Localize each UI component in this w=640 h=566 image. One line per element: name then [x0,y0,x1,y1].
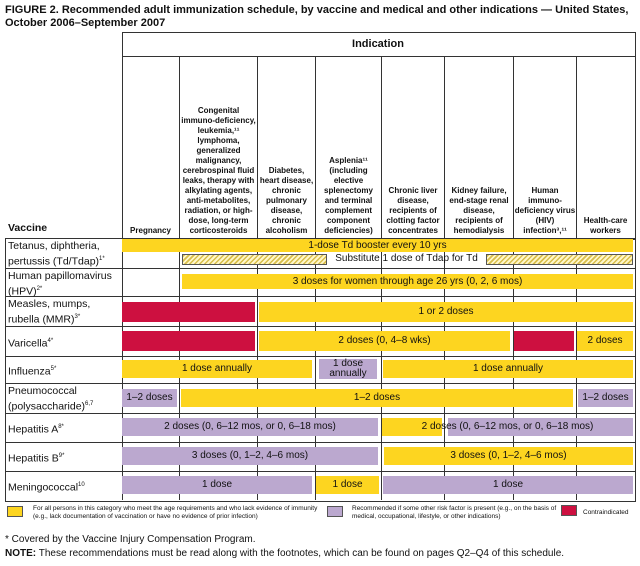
row-label-hepatitis-a: Hepatitis A8* [8,423,64,436]
schedule-table [5,238,636,502]
legend-text-red: Contraindicated [583,509,629,516]
column-header-pregnancy: Pregnancy [130,226,171,235]
column-header-immunodeficiency: Congenital immuno-deficiency, leukemia,¹… [181,106,256,235]
column-header-diabetes: Diabetes, heart disease, chronic pulmona… [259,166,314,235]
tdap-substitute-label: Substitute 1 dose of Tdap for Td [335,253,478,264]
hepatitis-a-bar-risk-2 [448,418,633,436]
meningococcal-bar-risk: 1 dose [122,476,312,494]
column-divider [179,56,180,500]
legend-swatch-yellow [7,506,23,517]
column-header-kidney: Kidney failure, end-stage renal disease,… [449,186,509,235]
note: NOTE: These recommendations must be read… [5,548,565,559]
column-divider [122,32,123,500]
varicella-hiv-contraindicated-bar [514,331,574,351]
row-divider [5,268,635,269]
row-divider [5,442,635,443]
hepatitis-a-bar-liver [382,418,442,436]
column-header-hiv: Human immuno-deficiency virus (HIV) infe… [514,186,576,235]
pneumococcal-bar: 1–2 doses [181,389,573,407]
column-header-health-care-workers: Health-care workers [583,216,628,235]
pneumococcal-bar-hcw: 1–2 doses [578,389,633,407]
hepatitis-a-label-2: 2 doses (0, 6–12 mos, or 0, 6–18 mos) [421,421,594,432]
figure-title: FIGURE 2. Recommended adult immunization… [5,4,629,29]
influenza-bar-2: 1 dose annually [383,360,633,378]
pneumococcal-bar-pregnancy: 1–2 doses [122,389,177,407]
varicella-hcw-bar: 2 doses [577,331,633,351]
row-divider [5,383,635,384]
row-label-hepatitis-b: Hepatitis B9* [8,452,65,465]
row-label-mmr: Measles, mumps, rubella (MMR)3* [8,298,91,326]
divider [122,56,635,57]
hpv-bar: 3 doses for women through age 26 yrs (0,… [182,274,633,289]
mmr-bar: 1 or 2 doses [259,302,633,322]
row-label-meningococcal: Meningococcal10 [8,481,85,494]
legend-text-yellow: For all persons in this category who mee… [33,505,318,520]
hepatitis-b-bar: 3 doses (0, 1–2, 4–6 mos) [384,447,633,465]
row-divider [5,326,635,327]
legend-swatch-purple [327,506,343,517]
influenza-bar-1: 1 dose annually [122,360,312,378]
legend-text-purple: Recommended if some other risk factor is… [352,505,557,520]
row-divider [5,296,635,297]
column-header-liver: Chronic liver disease, recipients of clo… [386,186,440,235]
meningococcal-bar-asplenia: 1 dose [316,476,379,494]
tdap-hatched-right [486,254,633,265]
row-label-tdap: Tetanus, diphtheria, pertussis (Td/Tdap)… [8,240,105,268]
footnote: * Covered by the Vaccine Injury Compensa… [5,534,256,545]
row-divider [5,356,635,357]
legend-swatch-red [561,505,577,516]
column-header-asplenia: Asplenia¹¹ (including elective splenecto… [324,156,373,235]
row-label-varicella: Varicella4* [8,337,54,350]
varicella-bar: 2 doses (0, 4–8 wks) [259,331,510,351]
vaccine-header: Vaccine [8,222,48,234]
row-divider [5,471,635,472]
row-label-pneumococcal: Pneumococcal (polysaccharide)6,7 [8,385,94,413]
row-divider [5,413,635,414]
row-label-hpv: Human papillomavirus (HPV)2* [8,270,112,298]
influenza-bar-asplenia: 1 dose annually [319,359,377,379]
row-label-influenza: Influenza5* [8,365,57,378]
varicella-contraindicated-bar [122,331,255,351]
tdap-hatched-left [182,254,327,265]
hepatitis-a-bar-risk: 2 doses (0, 6–12 mos, or 0, 6–18 mos) [122,418,378,436]
mmr-contraindicated-bar [122,302,255,322]
meningococcal-bar-risk-2: 1 dose [383,476,633,494]
tdap-bar-all: 1-dose Td booster every 10 yrs [122,239,633,252]
indication-header: Indication [352,38,404,50]
hepatitis-b-bar-risk: 3 doses (0, 1–2, 4–6 mos) [122,447,378,465]
